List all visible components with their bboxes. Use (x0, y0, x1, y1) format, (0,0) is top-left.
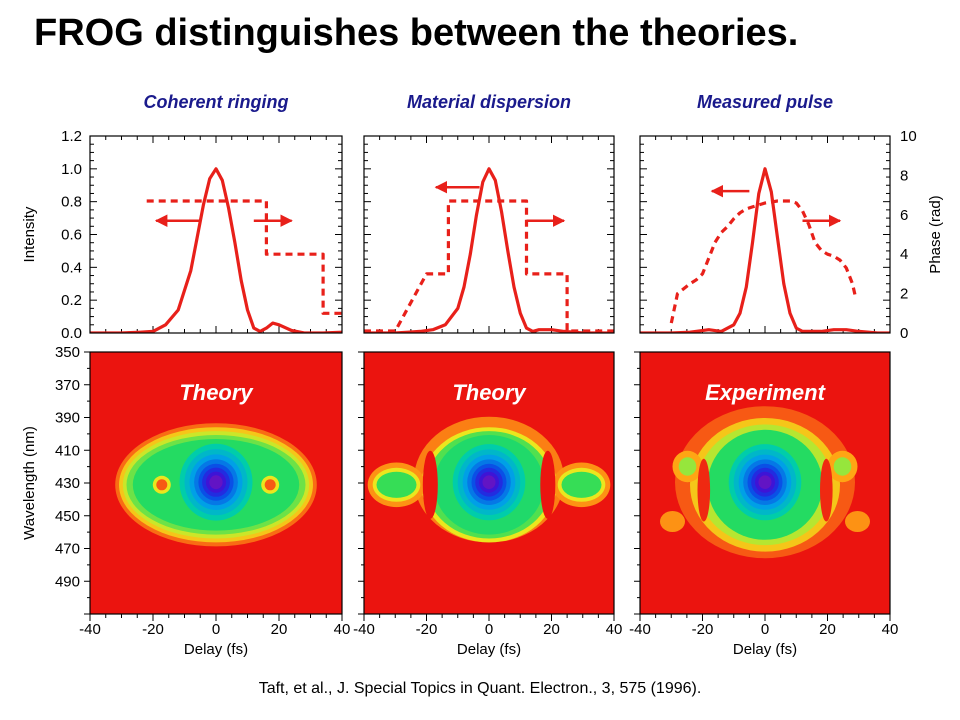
intensity-curve (364, 167, 614, 333)
panel-title: Coherent ringing (144, 92, 289, 112)
x-tick-label: 40 (334, 621, 351, 638)
frog-trace-panel-1: Theory -40 -20 0 20 40 Delay (fs) 350 370 390 410 4… (21, 344, 350, 658)
trace-label: Theory (179, 380, 254, 405)
trace-label: Experiment (705, 380, 826, 405)
y2-tick-label: 4 (900, 246, 908, 263)
x-tick-label: 0 (761, 621, 769, 638)
frog-trace-panel-2: Theory -40 -20 0 20 40 Delay (fs) (353, 351, 623, 658)
y-tick-label: 0.4 (61, 259, 82, 276)
x-tick-label: 0 (212, 621, 220, 638)
panel-title: Measured pulse (697, 92, 833, 112)
trace-contour (482, 475, 496, 490)
x-tick-label: -20 (416, 621, 438, 638)
x-tick-label: -40 (79, 621, 101, 638)
y-tick-label: 410 (55, 442, 80, 459)
plot-frame (89, 135, 343, 334)
trace-label: Theory (452, 380, 527, 405)
y-tick-label: 450 (55, 508, 80, 525)
y-tick-label: 490 (55, 573, 80, 590)
trace-contour (697, 458, 711, 522)
y-tick-label: 0.2 (61, 292, 82, 309)
trace-contour (660, 511, 685, 532)
y-axis-title: Wavelength (nm) (21, 426, 38, 540)
x-axis-title: Delay (fs) (733, 641, 797, 658)
trace-contour (376, 471, 417, 498)
pulse-panel-2: Material dispersion (363, 92, 615, 334)
trace-contour (422, 450, 438, 519)
trace-contour (264, 479, 276, 491)
y2-tick-label: 10 (900, 128, 917, 145)
frog-trace-panel-3: Experiment -40 -20 0 20 40 Delay (fs) (629, 351, 899, 658)
panel-title: Material dispersion (407, 92, 571, 112)
x-tick-label: 20 (819, 621, 836, 638)
plot-frame (639, 135, 891, 334)
y2-tick-label: 0 (900, 325, 908, 342)
slide-title: FROG distinguishes between the theories. (34, 12, 799, 54)
x-tick-label: -20 (142, 621, 164, 638)
trace-contour (833, 457, 852, 476)
x-tick-label: -20 (692, 621, 714, 638)
y-tick-label: 0.0 (61, 325, 82, 342)
y-tick-label: 0.6 (61, 227, 82, 244)
y-tick-label: 350 (55, 344, 80, 361)
y-tick-label: 1.2 (61, 128, 82, 145)
y-tick-label: 390 (55, 410, 80, 427)
y-tick-label: 430 (55, 475, 80, 492)
y2-tick-label: 6 (900, 207, 908, 224)
trace-contour (561, 471, 602, 498)
y2-tick-label: 8 (900, 167, 908, 184)
trace-contour (820, 458, 833, 522)
trace-contour (209, 475, 223, 490)
trace-contour (845, 511, 870, 532)
y2-axis-title: Phase (rad) (927, 195, 944, 273)
x-tick-label: -40 (629, 621, 651, 638)
x-tick-label: 40 (882, 621, 899, 638)
pulse-panel-1: Coherent ringing 0.0 0.2 0.4 0.6 0.8 1.0 1.2 Int… (21, 92, 343, 342)
x-tick-label: 20 (543, 621, 560, 638)
x-axis-title: Delay (fs) (457, 641, 521, 658)
trace-contour (540, 450, 556, 519)
phase-curve (364, 199, 614, 333)
intensity-curve (640, 167, 890, 333)
x-axis-title: Delay (fs) (184, 641, 248, 658)
x-tick-label: 40 (606, 621, 623, 638)
plot-frame (363, 135, 615, 334)
y-tick-label: 370 (55, 377, 80, 394)
y-axis-title: Intensity (21, 206, 38, 262)
x-tick-label: -40 (353, 621, 375, 638)
y-tick-label: 0.8 (61, 194, 82, 211)
phase-curve (669, 199, 858, 324)
x-tick-label: 0 (485, 621, 493, 638)
y-tick-label: 1.0 (61, 161, 82, 178)
y-tick-label: 470 (55, 541, 80, 558)
citation: Taft, et al., J. Special Topics in Quant… (258, 680, 702, 697)
trace-contour (156, 479, 168, 491)
phase-curve (146, 199, 342, 315)
x-tick-label: 20 (271, 621, 288, 638)
intensity-curve (90, 167, 342, 333)
trace-contour (758, 475, 772, 490)
trace-contour (678, 457, 697, 476)
y2-tick-label: 2 (900, 286, 908, 303)
pulse-panel-3: Measured pulse 0 2 4 6 8 10 Phase (rad) (639, 92, 944, 342)
